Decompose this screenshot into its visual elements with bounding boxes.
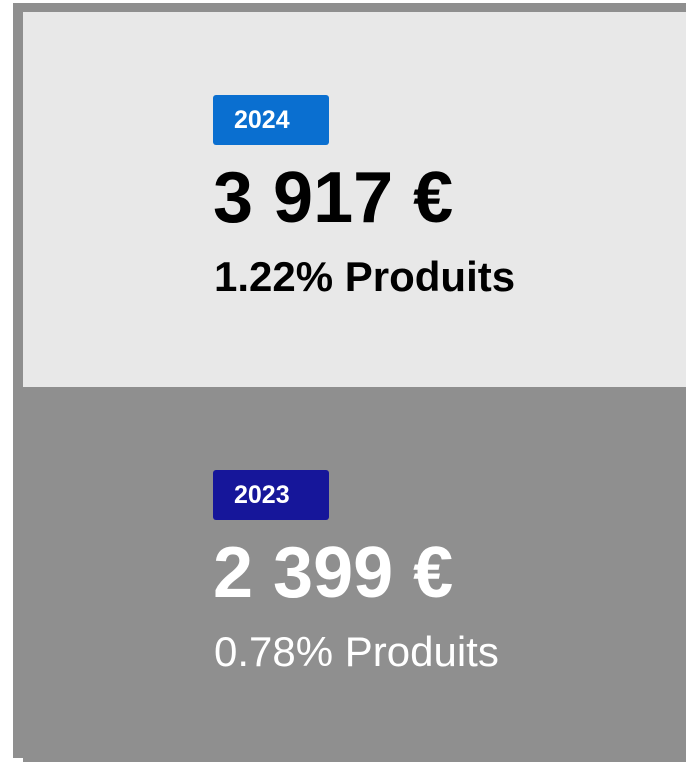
year-badge: 2024: [213, 95, 329, 145]
share: 1.22% Produits: [214, 253, 516, 300]
card: 2024 3 917 € 1.22% Produits: [23, 12, 686, 387]
share: 0.78% Produits: [214, 628, 499, 675]
year-badge: 2023: [213, 470, 329, 520]
card: 2023 2 399 € 0.78% Produits: [23, 387, 686, 762]
amount: 2 399 €: [213, 533, 454, 613]
frame: 2024 3 917 € 1.22% Produits 2023 2 399 €…: [13, 3, 686, 762]
amount: 3 917 €: [213, 158, 454, 238]
